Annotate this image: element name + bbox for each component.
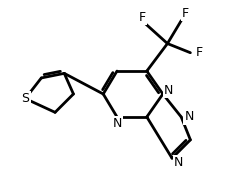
Text: N: N: [185, 110, 194, 124]
Text: F: F: [182, 7, 189, 20]
Text: F: F: [139, 11, 146, 24]
Text: N: N: [174, 156, 184, 169]
Text: F: F: [196, 46, 203, 59]
Text: S: S: [21, 92, 29, 105]
Text: N: N: [112, 117, 122, 130]
Text: N: N: [164, 84, 173, 97]
